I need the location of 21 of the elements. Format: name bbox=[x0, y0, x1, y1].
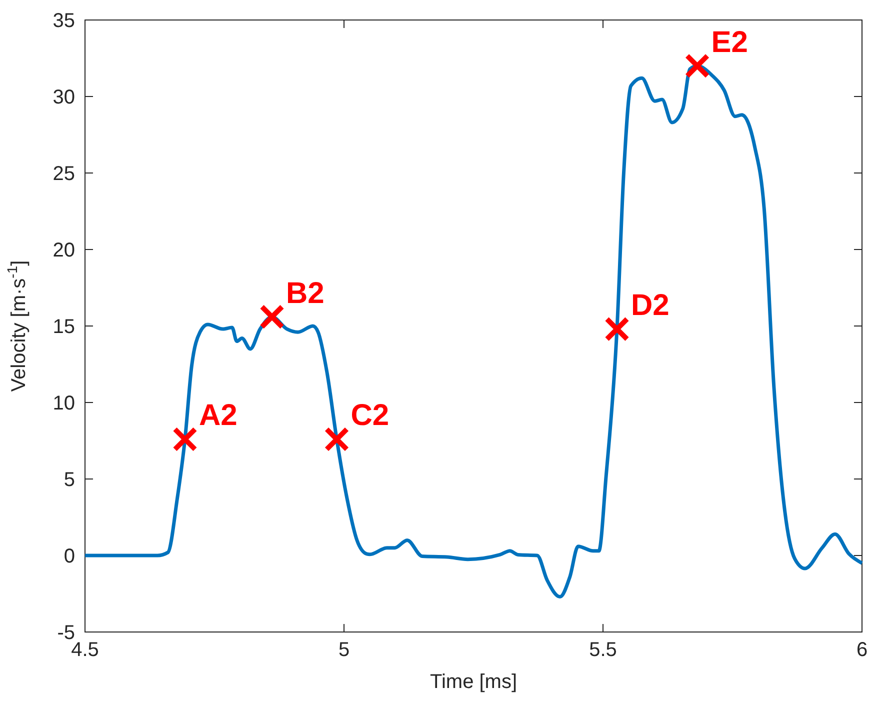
y-tick-label: 20 bbox=[52, 240, 75, 262]
x-axis-title: Time [ms] bbox=[430, 671, 518, 693]
annotation: A2 bbox=[198, 399, 238, 432]
x-tick-label: 5.5 bbox=[589, 639, 617, 661]
y-tick-label: 30 bbox=[52, 86, 75, 108]
y-tick-label: 0 bbox=[64, 546, 75, 568]
x-tick-label: 5 bbox=[338, 639, 350, 661]
y-tick-label: 25 bbox=[52, 163, 75, 185]
annotation: C2 bbox=[350, 399, 390, 432]
y-tick-label: 15 bbox=[52, 316, 75, 338]
y-tick-label: 5 bbox=[64, 469, 75, 491]
point bbox=[324, 426, 350, 452]
point bbox=[172, 426, 198, 452]
y-tick-label: 10 bbox=[52, 392, 75, 414]
annotation: D2 bbox=[630, 289, 670, 322]
point bbox=[604, 316, 630, 342]
y-tick-label: 35 bbox=[52, 10, 75, 32]
annotation: E2 bbox=[711, 26, 748, 59]
x-tick-label: 6 bbox=[856, 639, 868, 661]
annotation: B2 bbox=[286, 276, 324, 310]
point bbox=[260, 304, 284, 330]
